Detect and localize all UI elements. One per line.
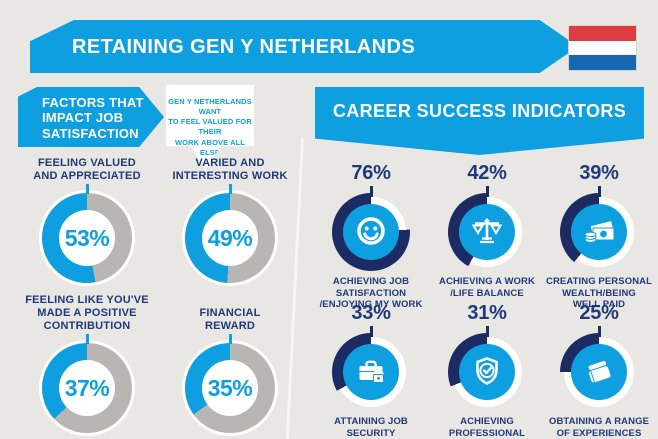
donut-varied-work: VARIED AND INTERESTING WORK 49%: [155, 156, 305, 286]
donut-hole: 37%: [59, 360, 115, 416]
indicator-ring: [560, 193, 638, 271]
indicator-label: CREATING PERSONAL WEALTH/BEING WELL PAID: [545, 276, 653, 311]
donut-label: FEELING LIKE YOU'VE MADE A POSITIVE CONT…: [25, 294, 149, 333]
indicator-label: ACHIEVING PROFESSIONAL RECOGNITION: [448, 416, 526, 439]
indicator-ring: [560, 333, 638, 411]
flag-stripe-blue: [569, 55, 636, 70]
factors-banner: FACTORS THAT IMPACT JOB SATISFACTION: [18, 87, 164, 147]
indicator-job-satisfaction: 76% ACHIEVING JOB SATISFACTION /ENJOYING…: [315, 162, 427, 311]
indicator-percentage: 39%: [579, 162, 619, 184]
flag-stripe-white: [569, 40, 636, 56]
donut-hole: 49%: [202, 210, 258, 266]
indicator-ring: [332, 333, 410, 411]
donut-percentage: 53%: [64, 224, 110, 251]
donut-tick: [228, 184, 232, 194]
netherlands-flag-icon: [569, 26, 636, 70]
factors-title: FACTORS THAT IMPACT JOB SATISFACTION: [42, 95, 144, 141]
donut-label: FEELING VALUED AND APPRECIATED: [33, 157, 141, 183]
indicator-range-of-experiences: 25% OBTAINING A RANGE OF EXPERIENCES: [543, 302, 655, 439]
indicator-label: ACHIEVING A WORK /LIFE BALANCE: [439, 276, 535, 299]
indicator-tick: [485, 326, 489, 337]
indicator-work-life-balance: 42% ACHIEVING A WORK /: [431, 162, 543, 299]
donut-label: FINANCIAL REWARD: [199, 307, 261, 333]
callout-text: GEN Y NETHERLANDS WANT TO FEEL VALUED FO…: [168, 97, 252, 157]
indicator-ring: [448, 193, 526, 271]
header-banner: RETAINING GEN Y NETHERLANDS: [30, 20, 578, 73]
briefcase-lock-icon: [353, 354, 389, 390]
donut-hole: 53%: [59, 210, 115, 266]
donut-percentage: 37%: [64, 374, 110, 401]
indicator-tick: [597, 326, 601, 337]
indicator-percentage: 76%: [351, 162, 391, 184]
indicator-job-security: 33% ATTAINING JOB SECURITY: [315, 302, 427, 439]
indicator-label: ACHIEVING JOB SATISFACTION /ENJOYING MY …: [319, 276, 423, 311]
book-icon: [581, 354, 617, 390]
indicator-tick: [369, 326, 373, 337]
indicator-percentage: 31%: [467, 302, 507, 324]
indicator-ring: [332, 193, 410, 271]
indicator-percentage: 42%: [467, 162, 507, 184]
donut-percentage: 49%: [207, 224, 253, 251]
indicator-tick: [485, 186, 489, 197]
flag-stripe-red: [569, 26, 636, 41]
donut-ring: 37%: [39, 340, 135, 436]
indicator-percentage: 25%: [579, 302, 619, 324]
indicator-label: OBTAINING A RANGE OF EXPERIENCES: [548, 416, 650, 439]
scales-icon: [469, 214, 505, 250]
indicator-percentage: 33%: [351, 302, 391, 324]
donut-ring: 35%: [182, 340, 278, 436]
donut-tick: [228, 334, 232, 344]
donut-ring: 49%: [182, 190, 278, 286]
money-icon: [581, 214, 617, 250]
donut-tick: [85, 184, 89, 194]
shield-check-icon: [469, 354, 505, 390]
indicator-label: ATTAINING JOB SECURITY: [334, 416, 408, 439]
donut-percentage: 35%: [207, 374, 253, 401]
indicator-tick: [369, 186, 373, 197]
career-title: CAREER SUCCESS INDICATORS: [332, 101, 627, 121]
indicator-ring: [448, 333, 526, 411]
career-banner: CAREER SUCCESS INDICATORS: [315, 87, 644, 155]
donut-hole: 35%: [202, 360, 258, 416]
donut-ring: 53%: [39, 190, 135, 286]
donut-positive-contribution: FEELING LIKE YOU'VE MADE A POSITIVE CONT…: [12, 292, 162, 436]
donut-label: VARIED AND INTERESTING WORK: [172, 157, 288, 183]
smiley-face-icon: [353, 214, 389, 250]
donut-feeling-valued: FEELING VALUED AND APPRECIATED 53%: [12, 156, 162, 286]
page-title: RETAINING GEN Y NETHERLANDS: [72, 36, 416, 58]
donut-tick: [85, 334, 89, 344]
indicator-personal-wealth: 39%: [543, 162, 655, 311]
donut-financial-reward: FINANCIAL REWARD 35%: [155, 292, 305, 436]
indicator-tick: [597, 186, 601, 197]
indicator-professional-recognition: 31% ACHIEVING PROFESSIONAL RECOGNITION: [431, 302, 543, 439]
